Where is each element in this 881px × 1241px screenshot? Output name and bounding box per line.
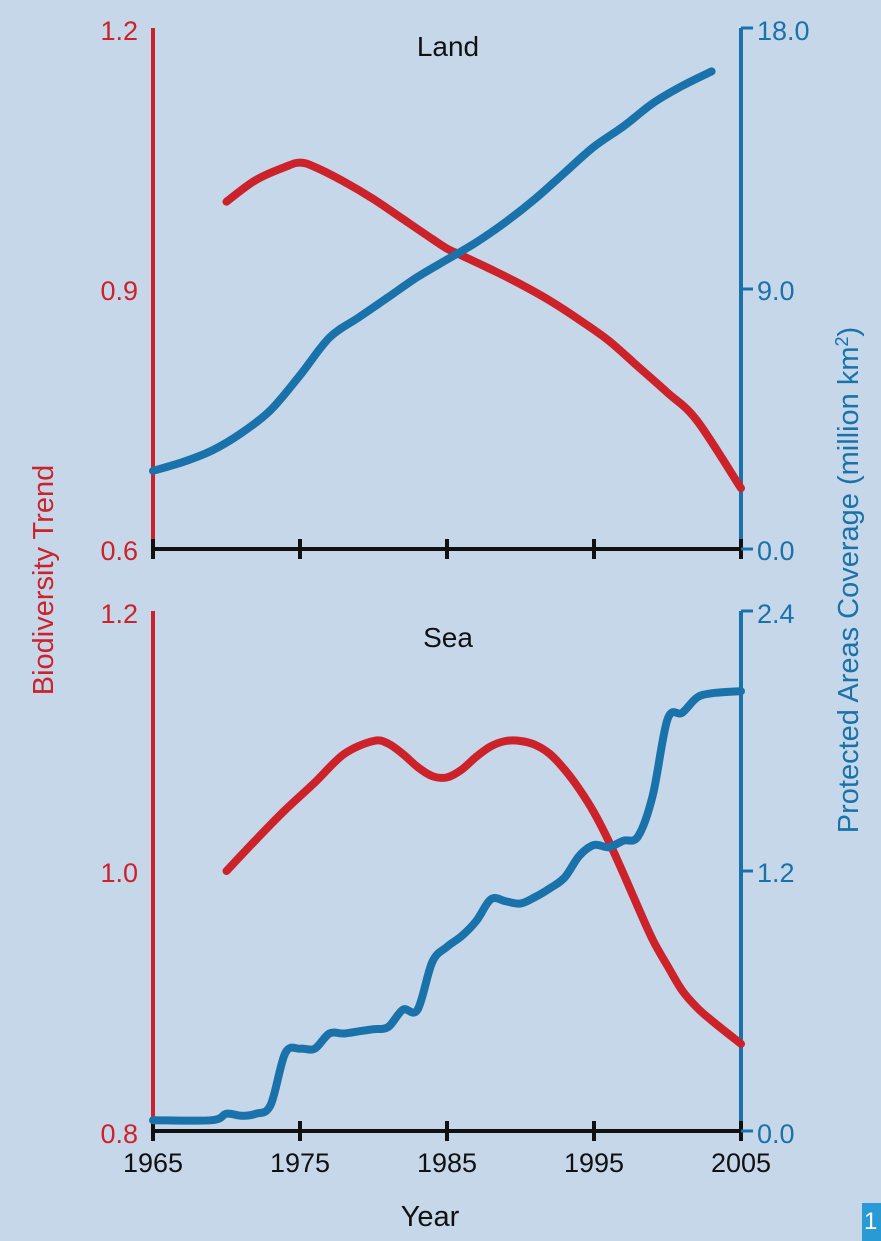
y-axis-label-right-main: Protected Areas Coverage (million km	[833, 346, 865, 833]
land-panel: Land 1.2 0.9 0.6 18.0 9.0 0.0	[100, 16, 809, 566]
sea-left-tick-label: 1.0	[100, 858, 138, 888]
land-panel-title: Land	[417, 31, 479, 62]
land-left-tick-label: 0.9	[100, 276, 138, 306]
land-left-tick-label: 0.6	[100, 536, 138, 566]
land-right-tick-label: 0.0	[757, 536, 795, 566]
sea-right-tick-label: 0.0	[757, 1119, 795, 1149]
sea-right-tick-label: 2.4	[757, 599, 795, 629]
sea-left-tick-label: 0.8	[100, 1119, 138, 1149]
x-tick-label: 2005	[711, 1148, 771, 1178]
land-right-tick-label: 9.0	[757, 276, 795, 306]
sea-biodiversity-series-line	[222, 736, 745, 1048]
x-tick-label: 1965	[123, 1148, 183, 1178]
sea-panel: Sea 1.2 1.0 0.8 2.4 1.2 0.0 1965 1975 19…	[100, 599, 794, 1178]
sea-right-tick-label: 1.2	[757, 858, 795, 888]
land-left-tick-label: 1.2	[100, 16, 138, 46]
sea-panel-title: Sea	[423, 622, 473, 653]
y-axis-label-right: Protected Areas Coverage (million km2)	[832, 327, 865, 833]
y-axis-label-right-superscript: 2	[832, 336, 852, 346]
land-right-tick-label: 18.0	[757, 16, 810, 46]
x-axis-label: Year	[401, 1201, 460, 1233]
land-biodiversity-series-line	[222, 158, 745, 493]
x-tick-label: 1995	[564, 1148, 624, 1178]
page-number-badge: 1	[862, 1203, 881, 1241]
y-axis-label-right-end: )	[833, 327, 865, 337]
land-x-ticks	[151, 539, 743, 559]
sea-left-tick-label: 1.2	[100, 599, 138, 629]
x-tick-label: 1985	[417, 1148, 477, 1178]
sea-coverage-series-line	[149, 687, 745, 1125]
sea-x-ticks	[151, 1121, 743, 1141]
y-axis-label-left: Biodiversity Trend	[28, 465, 60, 696]
land-coverage-series-line	[149, 67, 716, 475]
x-tick-label: 1975	[270, 1148, 330, 1178]
